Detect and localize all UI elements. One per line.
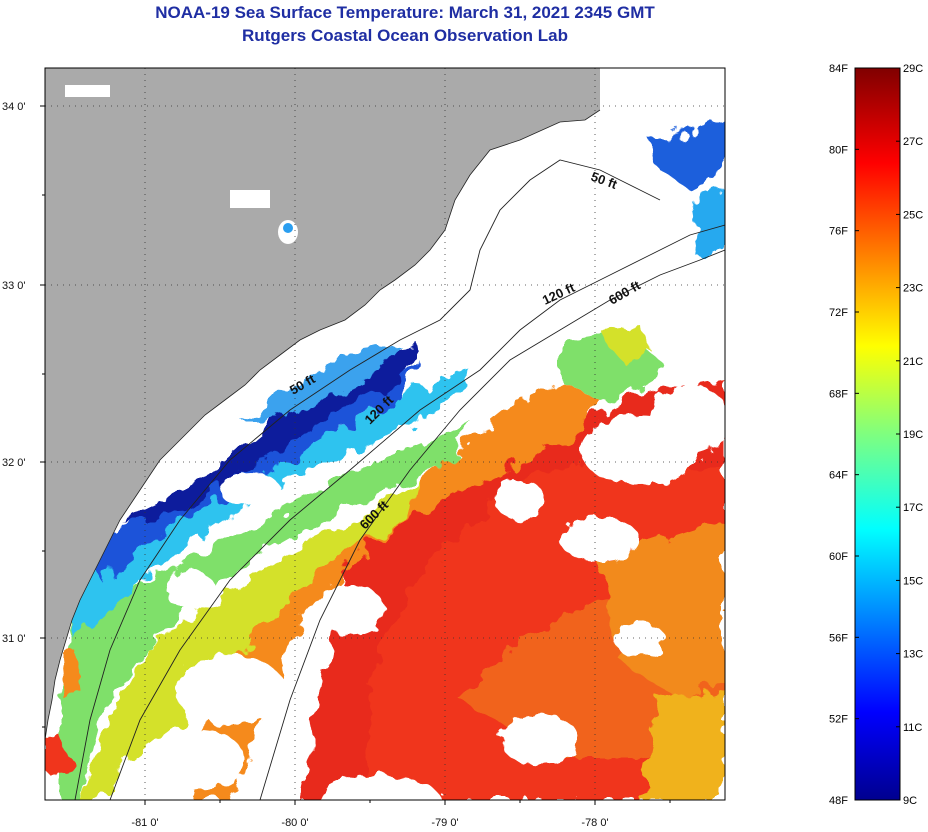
fahrenheit-label: 56F — [829, 632, 848, 644]
fahrenheit-label: 52F — [829, 714, 848, 726]
inland-lake — [230, 190, 270, 208]
lat-label: 33 0' — [2, 280, 26, 292]
lon-label: -81 0' — [131, 817, 158, 829]
celsius-label: 15C — [903, 575, 923, 587]
axis-ticks — [40, 105, 671, 805]
celsius-label: 23C — [903, 283, 923, 295]
fahrenheit-label: 80F — [829, 144, 848, 156]
celsius-label: 11C — [903, 722, 922, 734]
cloud-mask — [115, 385, 725, 800]
colorbar-gradient — [854, 67, 901, 801]
fahrenheit-label: 72F — [829, 307, 848, 319]
celsius-label: 29C — [903, 63, 923, 75]
colorbar-ticks — [855, 67, 900, 801]
lat-label: 31 0' — [2, 633, 26, 645]
fahrenheit-label: 76F — [829, 226, 848, 238]
map-subtitle: Rutgers Coastal Ocean Observation Lab — [242, 26, 568, 45]
contour-600ft — [259, 249, 725, 800]
lat-label: 34 0' — [2, 101, 26, 113]
lon-label: -78 0' — [581, 817, 608, 829]
contour-120ft — [109, 224, 725, 800]
inland-lake — [65, 85, 110, 97]
fahrenheit-label: 48F — [829, 795, 848, 807]
land-mass — [45, 68, 600, 740]
celsius-label: 27C — [903, 136, 923, 148]
lake-temperature-patch — [283, 223, 293, 233]
fahrenheit-label: 68F — [829, 388, 848, 400]
celsius-label: 21C — [903, 356, 923, 368]
celsius-label: 9C — [903, 795, 917, 807]
celsius-label: 19C — [903, 429, 923, 441]
celsius-label: 17C — [903, 502, 923, 514]
contour-50ft — [74, 159, 661, 800]
map-title: NOAA-19 Sea Surface Temperature: March 3… — [155, 3, 655, 22]
fahrenheit-label: 84F — [829, 63, 848, 75]
lat-label: 32 0' — [2, 457, 26, 469]
lon-label: -79 0' — [431, 817, 458, 829]
map-frame — [44, 67, 726, 801]
lon-label: -80 0' — [281, 817, 308, 829]
fahrenheit-labels: 84F 80F 76F 72F 68F 64F 60F 56F 52F 48F — [829, 63, 848, 807]
fahrenheit-label: 60F — [829, 551, 848, 563]
celsius-labels: 29C 27C 25C 23C 21C 19C 17C 15C 13C 11C 9C — [903, 63, 923, 807]
sst-map: 50 ft 120 ft 600 ft 50 ft 120 ft 600 ft … — [2, 67, 726, 829]
colorbar: 84F 80F 76F 72F 68F 64F 60F 56F 52F 48F 29C 27C 25C… — [829, 63, 923, 807]
fahrenheit-label: 64F — [829, 470, 848, 482]
celsius-label: 13C — [903, 649, 923, 661]
graticule — [45, 68, 725, 800]
coastline — [45, 109, 601, 741]
celsius-label: 25C — [903, 209, 923, 221]
